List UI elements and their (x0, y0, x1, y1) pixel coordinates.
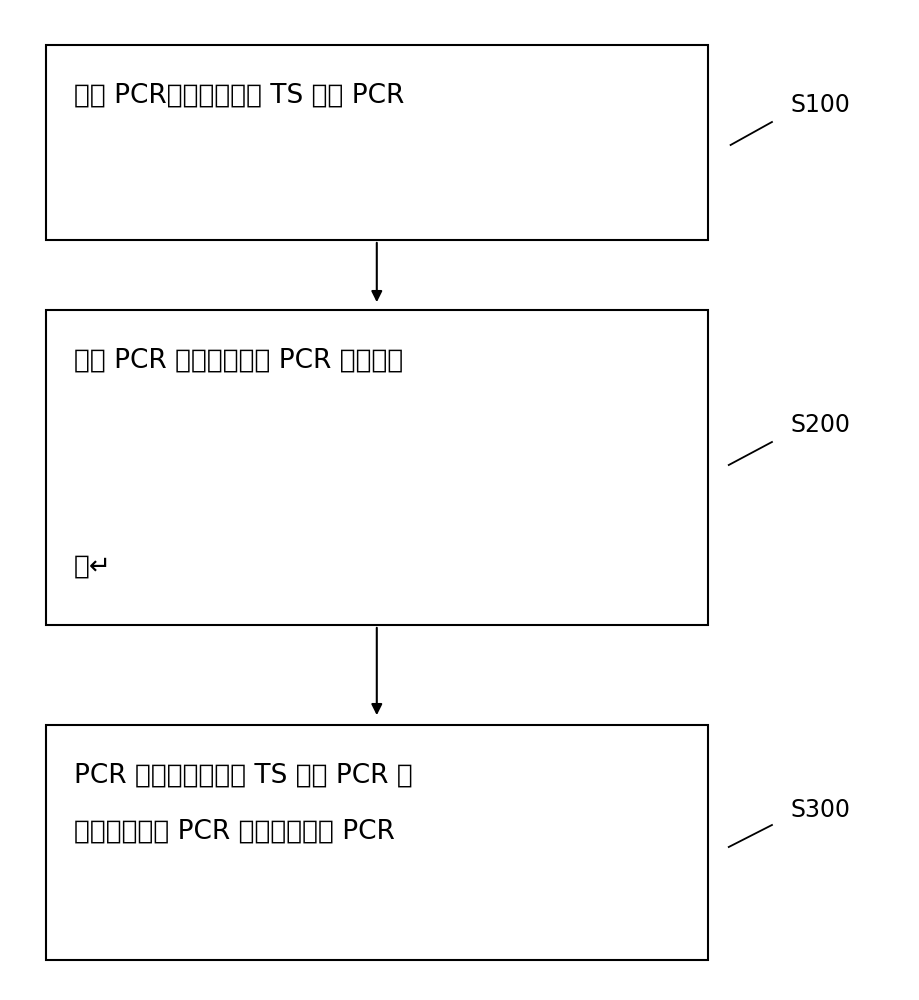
Text: 获得 PCR 的固定延迟和 PCR 的实际延: 获得 PCR 的固定延迟和 PCR 的实际延 (74, 348, 403, 374)
Bar (46, 45, 708, 240)
Bar (46, 725, 708, 960)
Text: PCR 校正值与输入的 TS 流的 PCR 值: PCR 校正值与输入的 TS 流的 PCR 值 (74, 763, 413, 789)
Text: S300: S300 (790, 798, 850, 822)
Text: 迟，通过计算 PCR 的实际延迟与 PCR: 迟，通过计算 PCR 的实际延迟与 PCR (74, 819, 394, 845)
Text: S200: S200 (790, 413, 850, 437)
Bar (46, 310, 708, 625)
Text: 值↵: 值↵ (74, 554, 111, 580)
Text: 划分 PCR，计算输入的 TS 流的 PCR: 划分 PCR，计算输入的 TS 流的 PCR (74, 83, 403, 109)
Text: S100: S100 (790, 93, 850, 117)
